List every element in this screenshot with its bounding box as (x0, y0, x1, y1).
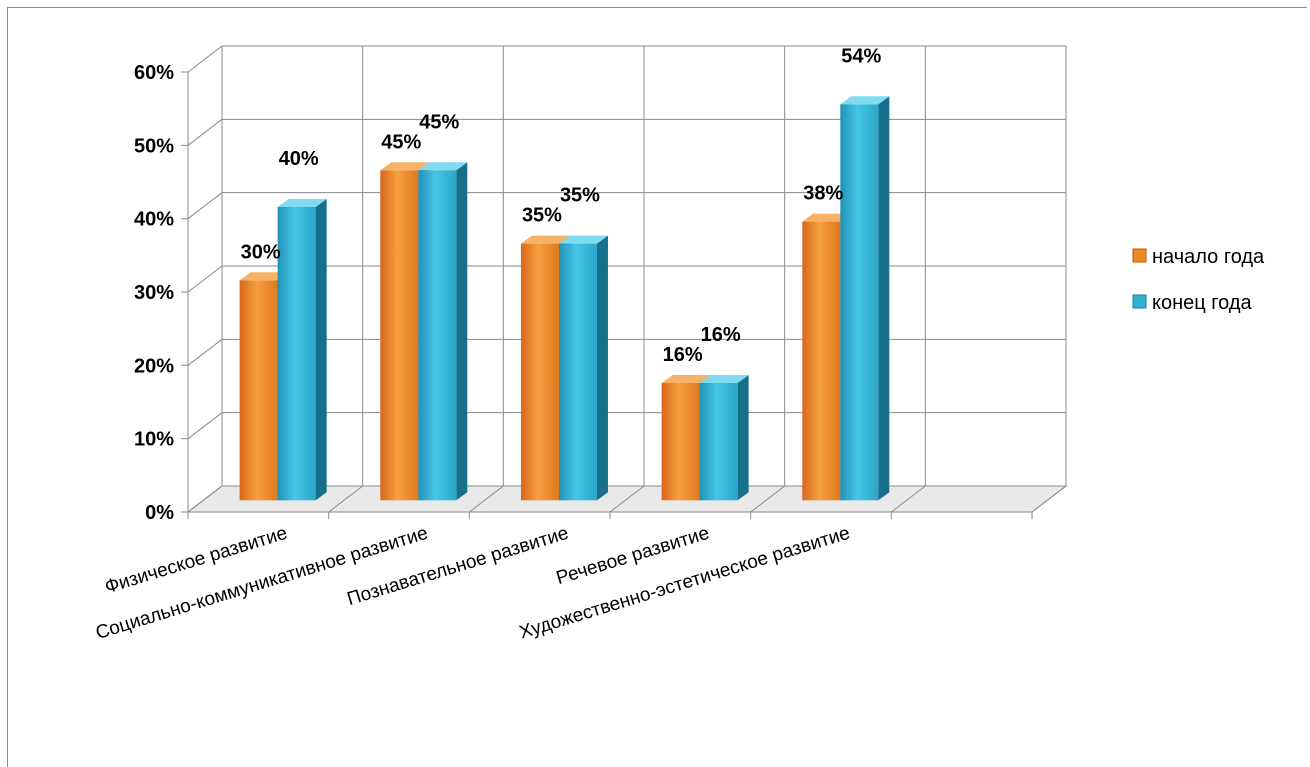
y-tick-label: 40% (134, 209, 174, 231)
bar-top (520, 235, 570, 244)
floor-line (609, 485, 645, 513)
bar-front (661, 382, 700, 501)
bar-end-0 (277, 198, 327, 501)
bar-front (418, 170, 457, 501)
grid-side (187, 265, 223, 293)
y-tick-label: 60% (134, 62, 174, 84)
data-label: 35% (522, 205, 562, 227)
data-label: 35% (560, 185, 600, 207)
bar-end-3 (699, 374, 749, 501)
legend-label: конец года (1152, 292, 1252, 314)
floor-line (750, 485, 785, 513)
bar-side (878, 96, 890, 501)
bar-front (699, 382, 738, 501)
y-tick-label: 20% (134, 355, 174, 377)
grid-side (187, 118, 223, 146)
bar-top (277, 198, 327, 207)
x-axis-categories: Физическое развитиеСоциально-коммуникати… (93, 523, 852, 644)
data-label: 16% (701, 324, 741, 346)
grid-side (187, 412, 223, 440)
legend-swatch (1132, 294, 1147, 309)
floor-line (187, 485, 223, 513)
floor-line (1031, 485, 1067, 513)
data-label: 38% (803, 183, 843, 205)
y-tick-label: 0% (145, 502, 174, 524)
bar-end-4 (840, 96, 890, 501)
bar-top (840, 96, 890, 105)
bar-top (661, 374, 711, 383)
y-axis-ticks: 0% 10% 20% 30% 40% 50% 60% (134, 62, 174, 524)
bar-top (802, 213, 852, 222)
bar-front (277, 206, 316, 501)
bar-top (418, 162, 468, 171)
bar-top (239, 272, 289, 281)
bar-front (520, 243, 559, 501)
grid-side (187, 192, 223, 220)
data-label: 45% (381, 131, 421, 153)
bar-end-2 (558, 235, 608, 501)
data-label: 30% (241, 241, 281, 263)
data-label: 54% (841, 45, 881, 67)
legend-swatch (1132, 248, 1147, 263)
bar-top (558, 235, 608, 244)
bar-side (737, 374, 749, 501)
y-tick-label: 30% (134, 282, 174, 304)
bar-front (558, 243, 597, 501)
chart-frame (7, 7, 1307, 767)
y-tick-label: 50% (134, 135, 174, 157)
floor-line (328, 485, 363, 513)
grid-side (187, 45, 223, 73)
bar-top (699, 374, 749, 383)
y-tick-label: 10% (134, 429, 174, 451)
data-label: 16% (663, 344, 703, 366)
floor-line (891, 485, 926, 513)
bar-top (380, 162, 430, 171)
bar-front (802, 221, 841, 501)
legend-label: начало года (1152, 246, 1265, 268)
legend: начало года конец года (1132, 246, 1265, 314)
bar-front (840, 104, 879, 501)
bar-end-1 (418, 162, 468, 501)
bar-side (596, 235, 608, 501)
bar-side (315, 198, 327, 501)
data-label: 40% (279, 148, 319, 170)
grid-side (187, 338, 223, 366)
data-label: 45% (419, 111, 459, 133)
bars (239, 96, 890, 501)
floor-line (469, 485, 504, 513)
bar-side (456, 162, 468, 501)
bar-front (239, 280, 278, 501)
data-labels: 30% 40% 45%45% 35%35% 16%16% 38% 54% (241, 45, 882, 366)
bar-front (380, 170, 419, 501)
